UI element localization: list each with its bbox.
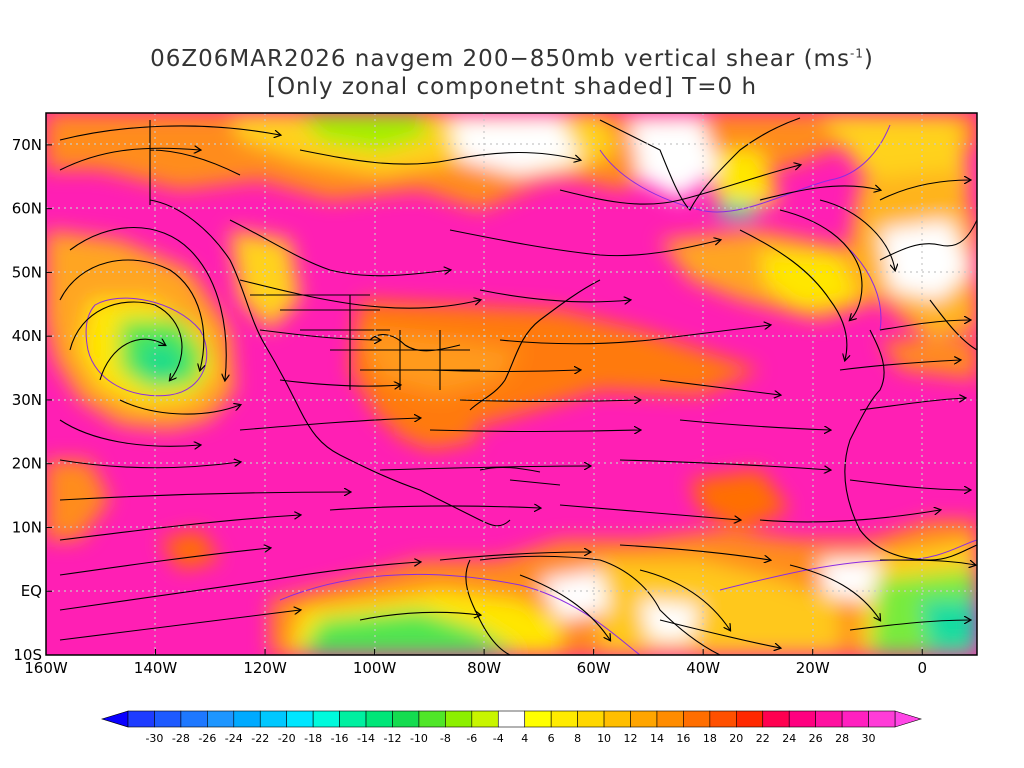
lat-tick-label: 30N [12, 391, 42, 409]
colorbar-label: 10 [597, 732, 611, 745]
colorbar-label: 8 [574, 732, 581, 745]
colorbar-label: 4 [521, 732, 528, 745]
colorbar-label: -28 [172, 732, 190, 745]
colorbar-swatch [392, 710, 420, 728]
colorbar-label: 26 [809, 732, 823, 745]
colorbar-swatch [445, 710, 473, 728]
colorbar-label: -14 [357, 732, 375, 745]
colorbar-label: 14 [650, 732, 664, 745]
colorbar-label: 18 [703, 732, 717, 745]
colorbar-label: 28 [835, 732, 849, 745]
lat-tick-label: 10N [12, 518, 42, 536]
colorbar-label: -18 [304, 732, 322, 745]
colorbar-swatch [630, 710, 658, 728]
colorbar-swatch [656, 710, 684, 728]
lon-tick-label: 60W [577, 659, 611, 677]
colorbar-swatch [815, 710, 843, 728]
colorbar-swatch [471, 710, 499, 728]
colorbar-label: -6 [466, 732, 477, 745]
colorbar-label: 24 [782, 732, 796, 745]
grid-lines [46, 113, 977, 655]
colorbar-swatch [524, 710, 552, 728]
colorbar-swatch [365, 710, 393, 728]
colorbar-swatch [233, 710, 261, 728]
colorbar-swatch [709, 710, 737, 728]
lon-tick-label: 20W [796, 659, 830, 677]
title-text: 06Z06MAR2026 navgem 200−850mb vertical s… [150, 46, 850, 72]
colorbar-label: 20 [729, 732, 743, 745]
colorbar-label: -12 [383, 732, 401, 745]
lat-tick-label: 60N [12, 200, 42, 218]
lon-tick-label: 40W [686, 659, 720, 677]
shading-blobs [46, 113, 977, 655]
colorbar-label: -24 [225, 732, 243, 745]
shading-layer [46, 113, 977, 655]
colorbar-label: -22 [251, 732, 269, 745]
longitude-tick-labels: 160W 140W 120W 100W 80W 60W 40W 20W 0 [24, 649, 927, 677]
colorbar-swatch [339, 710, 367, 728]
latitude-tick-labels: 10S EQ 10N 20N 30N 40N 50N 60N 70N [12, 136, 52, 664]
colorbar-swatch [683, 710, 711, 728]
lat-tick-label: 50N [12, 263, 42, 281]
colorbar-swatch [841, 710, 869, 728]
colorbar-right-triangle [894, 710, 923, 728]
title-units-exponent: -1 [849, 46, 864, 61]
colorbar-label: 22 [756, 732, 770, 745]
colorbar-label: 16 [676, 732, 690, 745]
colorbar-swatch [497, 710, 526, 728]
map-title-line1: 06Z06MAR2026 navgem 200−850mb vertical s… [0, 46, 1024, 72]
lat-tick-label: 20N [12, 455, 42, 473]
colorbar-swatch [736, 710, 764, 728]
map-title-line2: [Only zonal componetnt shaded] T=0 h [266, 74, 758, 100]
colorbar-swatch [180, 710, 208, 728]
map-frame [45, 112, 978, 656]
colorbar-swatch [207, 710, 235, 728]
colorbar-swatch [868, 710, 896, 728]
colorbar-swatch [603, 710, 631, 728]
lon-tick-label: 160W [24, 659, 68, 677]
lon-tick-label: 120W [243, 659, 287, 677]
colorbar-label: -30 [145, 732, 163, 745]
colorbar-swatch [154, 710, 182, 728]
colorbar-label: -26 [198, 732, 216, 745]
colorbar-label: -20 [278, 732, 296, 745]
colorbar-label: -8 [440, 732, 451, 745]
colorbar-label: 30 [862, 732, 876, 745]
colorbar-left-triangle [100, 710, 129, 728]
lon-tick-label: 100W [353, 659, 397, 677]
colorbar-swatch [127, 710, 155, 728]
lat-tick-label: 40N [12, 327, 42, 345]
colorbar-swatch [577, 710, 605, 728]
colorbar-swatch [312, 710, 340, 728]
colorbar-swatch [259, 710, 287, 728]
colorbar-swatch [762, 710, 790, 728]
colorbar-swatch [286, 710, 314, 728]
lat-tick-label: 70N [12, 136, 42, 154]
colorbar-swatch [550, 710, 578, 728]
title-text-end: ) [863, 46, 874, 72]
lon-tick-label: 140W [134, 659, 178, 677]
colorbar-swatch [418, 710, 446, 728]
colorbar: -30 -28 -26 -24 -22 -20 -18 -16 -14 -12 -10 -8 -6 -4 4… [100, 710, 923, 745]
colorbar-label: -4 [493, 732, 504, 745]
colorbar-label: -10 [410, 732, 428, 745]
lon-tick-label: 80W [467, 659, 501, 677]
colorbar-label: 6 [548, 732, 555, 745]
colorbar-label: 12 [624, 732, 638, 745]
contour-lines [85, 124, 977, 655]
lat-tick-label: EQ [21, 582, 42, 600]
lat-tick-label: 10S [13, 646, 42, 664]
lon-tick-label: 0 [917, 659, 927, 677]
streamlines [59, 125, 975, 648]
colorbar-swatch [788, 710, 816, 728]
colorbar-label: -16 [331, 732, 349, 745]
